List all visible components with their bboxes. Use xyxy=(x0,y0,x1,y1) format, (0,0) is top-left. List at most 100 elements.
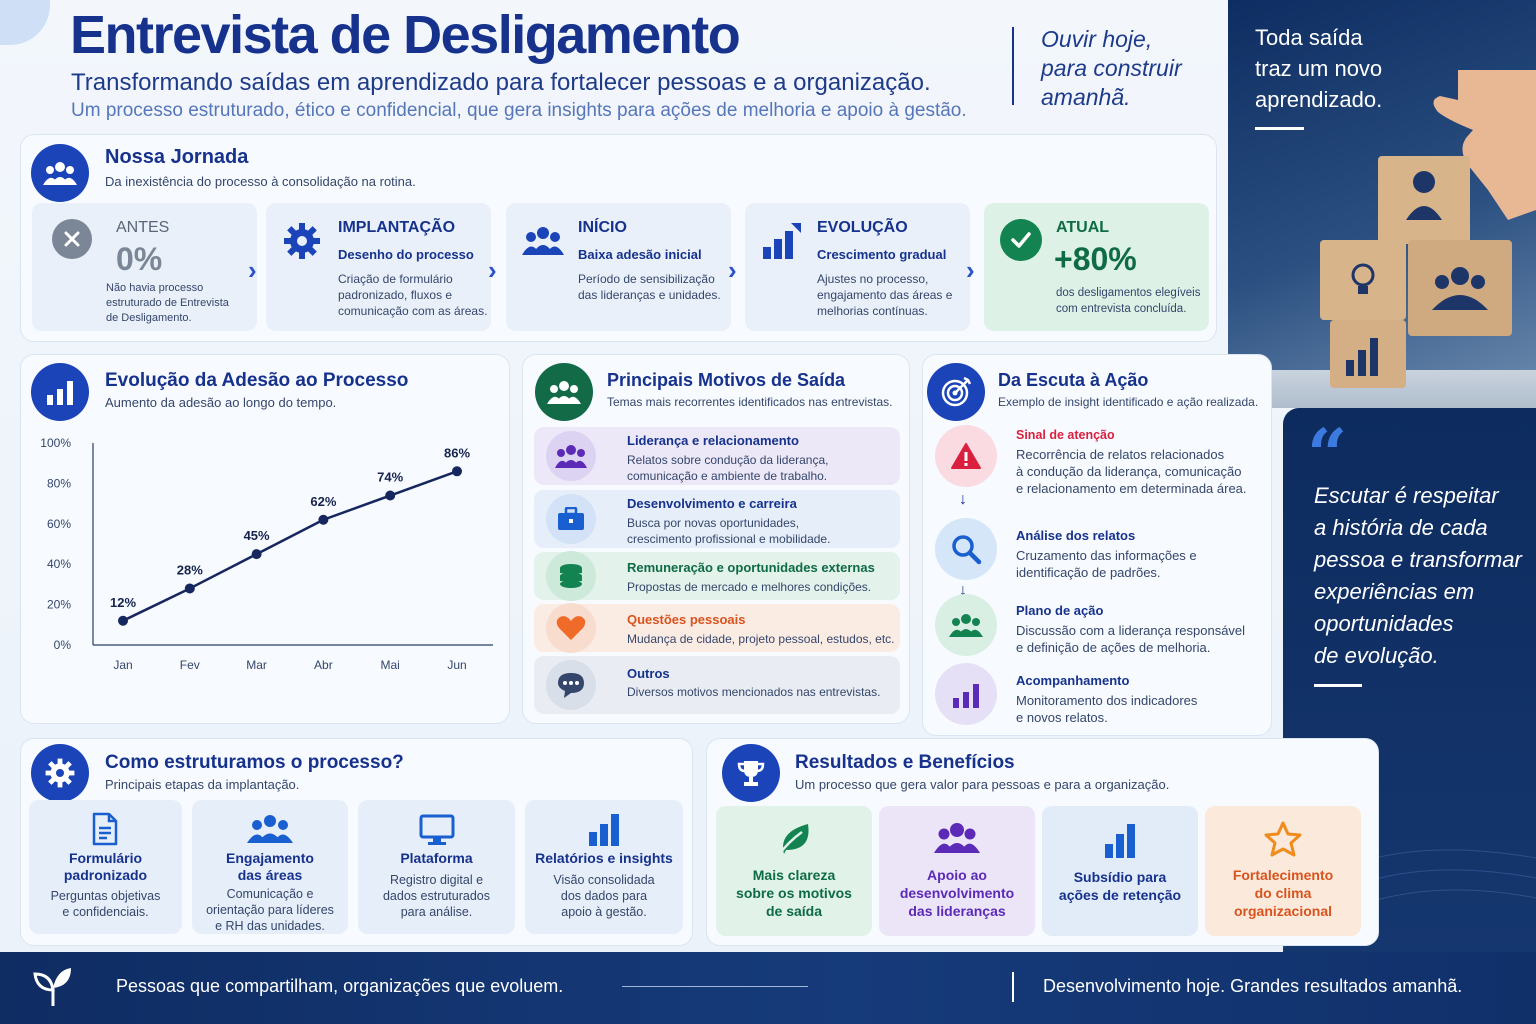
motive-text: Diversos motivos mencionados nas entrevi… xyxy=(627,684,880,700)
action-text-line: e definição de ações de melhoria. xyxy=(1016,640,1211,655)
action-title: Da Escuta à Ação xyxy=(998,370,1149,390)
x-tick-label: Fev xyxy=(180,658,200,672)
footer-line xyxy=(622,986,808,987)
x-tick-label: Mar xyxy=(246,658,267,672)
quote-line: oportunidades xyxy=(1314,611,1454,636)
step-text: Não havia processo estruturado de Entrev… xyxy=(106,282,229,324)
people-icon xyxy=(247,814,293,844)
y-tick-label: 60% xyxy=(47,517,71,531)
structure-step-text: Comunicação e orientação para líderes e RH… xyxy=(192,886,348,934)
structure-step-text: Visão consolidada dos dados para apoio à g… xyxy=(525,872,683,920)
side-text-line: Toda saída xyxy=(1255,25,1363,50)
structure-step-text: Registro digital e dados estruturados para… xyxy=(358,872,515,920)
bar-chart-icon xyxy=(935,663,997,725)
step-text: dos desligamentos elegíveis com entrevis… xyxy=(1056,287,1201,315)
footer: Pessoas que compartilham, organizações q… xyxy=(0,952,1536,1024)
motive-text-line: Diversos motivos mencionados nas entrevi… xyxy=(627,685,881,699)
side-top-text: Toda saída traz um novo aprendizado. xyxy=(1255,22,1382,115)
step-text: Ajustes no processo, engajamento das áre… xyxy=(817,272,953,318)
action-step-title: Análise dos relatos xyxy=(1016,528,1136,543)
bar-chart-icon xyxy=(31,363,89,421)
step-head: EVOLUÇÃO xyxy=(817,219,908,236)
text-line: Perguntas objetivas xyxy=(50,889,161,903)
action-step-text: Monitoramento dos indicadores e novos rel… xyxy=(1016,692,1197,726)
y-tick-label: 100% xyxy=(40,436,71,450)
adhesion-section: Evolução da Adesão ao Processo Aumento d… xyxy=(20,354,510,724)
structure-step-title: Relatórios e insights xyxy=(525,850,683,867)
motive-text-line: comunicação e ambiente de trabalho. xyxy=(627,469,828,483)
side-photo-panel: Toda saída traz um novo aprendizado. xyxy=(1228,0,1536,408)
arrow-down-icon: ↓ xyxy=(959,582,967,599)
text-line: apoio à gestão. xyxy=(561,905,647,919)
page-description: Um processo estruturado, ético e confide… xyxy=(71,100,967,121)
side-text-line: aprendizado. xyxy=(1255,87,1383,112)
step-head: INÍCIO xyxy=(578,219,627,236)
adhesion-title: Evolução da Adesão ao Processo xyxy=(105,370,409,391)
sprout-icon xyxy=(33,966,73,1008)
star-icon xyxy=(1263,820,1303,858)
structure-title: Como estruturamos o processo? xyxy=(105,752,404,773)
structure-step-title: Formulário padronizado xyxy=(29,850,182,884)
block-lightbulb xyxy=(1320,240,1406,320)
bar-chart-icon xyxy=(1103,822,1137,858)
quote-line: pessoa e transformar xyxy=(1314,547,1522,572)
title-line: Subsídio para xyxy=(1073,869,1167,885)
structure-subtitle: Principais etapas da implantação. xyxy=(105,777,300,792)
page-title: Entrevista de Desligamento xyxy=(70,5,741,65)
page-subtitle: Transformando saídas em aprendizado para… xyxy=(71,69,931,96)
action-text-line: e novos relatos. xyxy=(1016,710,1108,725)
title-line: padronizado xyxy=(63,867,148,883)
quote-mark-icon: “ xyxy=(1307,413,1348,496)
chat-icon xyxy=(546,660,596,710)
text-line: para análise. xyxy=(400,905,473,919)
people-icon xyxy=(535,363,593,421)
result-title: Apoio ao desenvolvimento das lideranças xyxy=(879,866,1035,920)
action-text-line: à condução da liderança, comunicação xyxy=(1016,464,1242,479)
chevron-right-icon: › xyxy=(728,255,737,285)
action-step-text: Discussão com a liderança responsável e d… xyxy=(1016,622,1245,656)
data-label: 74% xyxy=(377,470,403,485)
check-icon xyxy=(1000,219,1042,261)
step-bold: Desenho do processo xyxy=(338,247,474,262)
structure-step-title: Engajamento das áreas xyxy=(192,850,348,884)
data-label: 28% xyxy=(177,562,203,577)
action-text-line: Recorrência de relatos relacionados xyxy=(1016,447,1225,462)
action-step-title: Acompanhamento xyxy=(1016,673,1130,688)
motive-text-line: crescimento profissional e mobilidade. xyxy=(627,532,831,546)
text-line: e RH das unidades. xyxy=(215,919,325,933)
y-tick-label: 40% xyxy=(47,557,71,571)
step-value: 0% xyxy=(116,241,163,277)
step-head: ATUAL xyxy=(1056,219,1110,236)
journey-title: Nossa Jornada xyxy=(105,146,249,168)
motive-text: Mudança de cidade, projeto pessoal, estu… xyxy=(627,631,895,647)
motive-text: Relatos sobre condução da liderança, comu… xyxy=(627,452,828,484)
data-label: 12% xyxy=(110,595,136,610)
document-icon xyxy=(91,812,119,846)
title-line: Apoio ao xyxy=(927,867,987,883)
data-point xyxy=(385,490,396,501)
x-tick-label: Jun xyxy=(447,658,466,672)
motives-title: Principais Motivos de Saída xyxy=(607,370,846,390)
motive-lideranca: Liderança e relacionamento Relatos sobre… xyxy=(534,427,900,485)
x-tick-label: Jan xyxy=(113,658,132,672)
result-clima: Fortalecimento do clima organizacional xyxy=(1205,806,1361,936)
motive-pessoais: Questões pessoais Mudança de cidade, pro… xyxy=(534,603,900,653)
title-line: Plataforma xyxy=(400,850,473,866)
bar-chart-icon xyxy=(761,223,801,259)
step-head: IMPLANTAÇÃO xyxy=(338,219,456,236)
motive-text-line: Busca por novas oportunidades, xyxy=(627,516,800,530)
title-line: organizacional xyxy=(1233,903,1333,919)
alert-icon xyxy=(935,425,997,487)
action-step-title: Sinal de atenção xyxy=(1016,428,1115,442)
quote-line: de evolução. xyxy=(1314,643,1439,668)
people-icon xyxy=(522,225,564,257)
tagline: Ouvir hoje, para construir amanhã. xyxy=(1041,25,1182,112)
y-tick-label: 80% xyxy=(47,476,71,490)
footer-right-text: Desenvolvimento hoje. Grandes resultados… xyxy=(1043,976,1463,996)
title-line: ações de retenção xyxy=(1058,887,1182,903)
tagline-line: amanhã. xyxy=(1041,84,1131,110)
tagline-line: para construir xyxy=(1041,55,1182,81)
data-label: 45% xyxy=(244,528,270,543)
arrow-down-icon: ↓ xyxy=(959,491,967,508)
motive-text: Busca por novas oportunidades, cresciment… xyxy=(627,515,830,547)
